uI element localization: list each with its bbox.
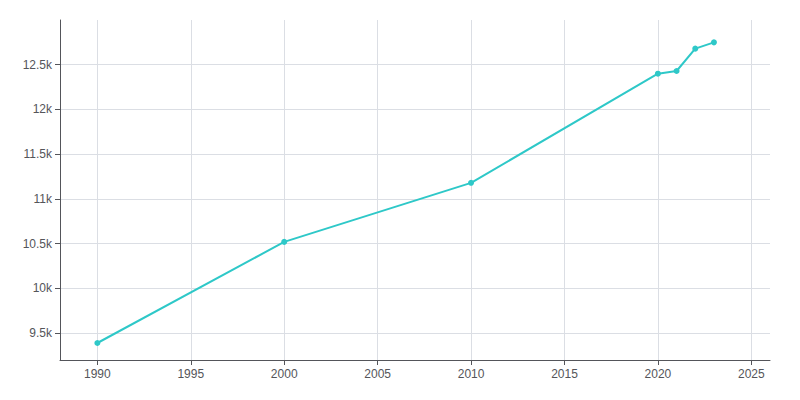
svg-text:10k: 10k [33, 281, 53, 295]
svg-text:11k: 11k [34, 192, 53, 206]
svg-text:1990: 1990 [84, 367, 111, 381]
svg-text:9.5k: 9.5k [29, 326, 53, 340]
svg-text:2000: 2000 [271, 367, 298, 381]
svg-text:12k: 12k [33, 102, 53, 116]
svg-text:2020: 2020 [645, 367, 672, 381]
svg-text:2025: 2025 [738, 367, 765, 381]
svg-text:2005: 2005 [364, 367, 391, 381]
svg-text:10.5k: 10.5k [23, 237, 53, 251]
svg-text:12.5k: 12.5k [23, 58, 53, 72]
svg-text:2015: 2015 [551, 367, 578, 381]
svg-text:1995: 1995 [177, 367, 204, 381]
svg-text:2010: 2010 [458, 367, 485, 381]
svg-text:11.5k: 11.5k [24, 147, 53, 161]
